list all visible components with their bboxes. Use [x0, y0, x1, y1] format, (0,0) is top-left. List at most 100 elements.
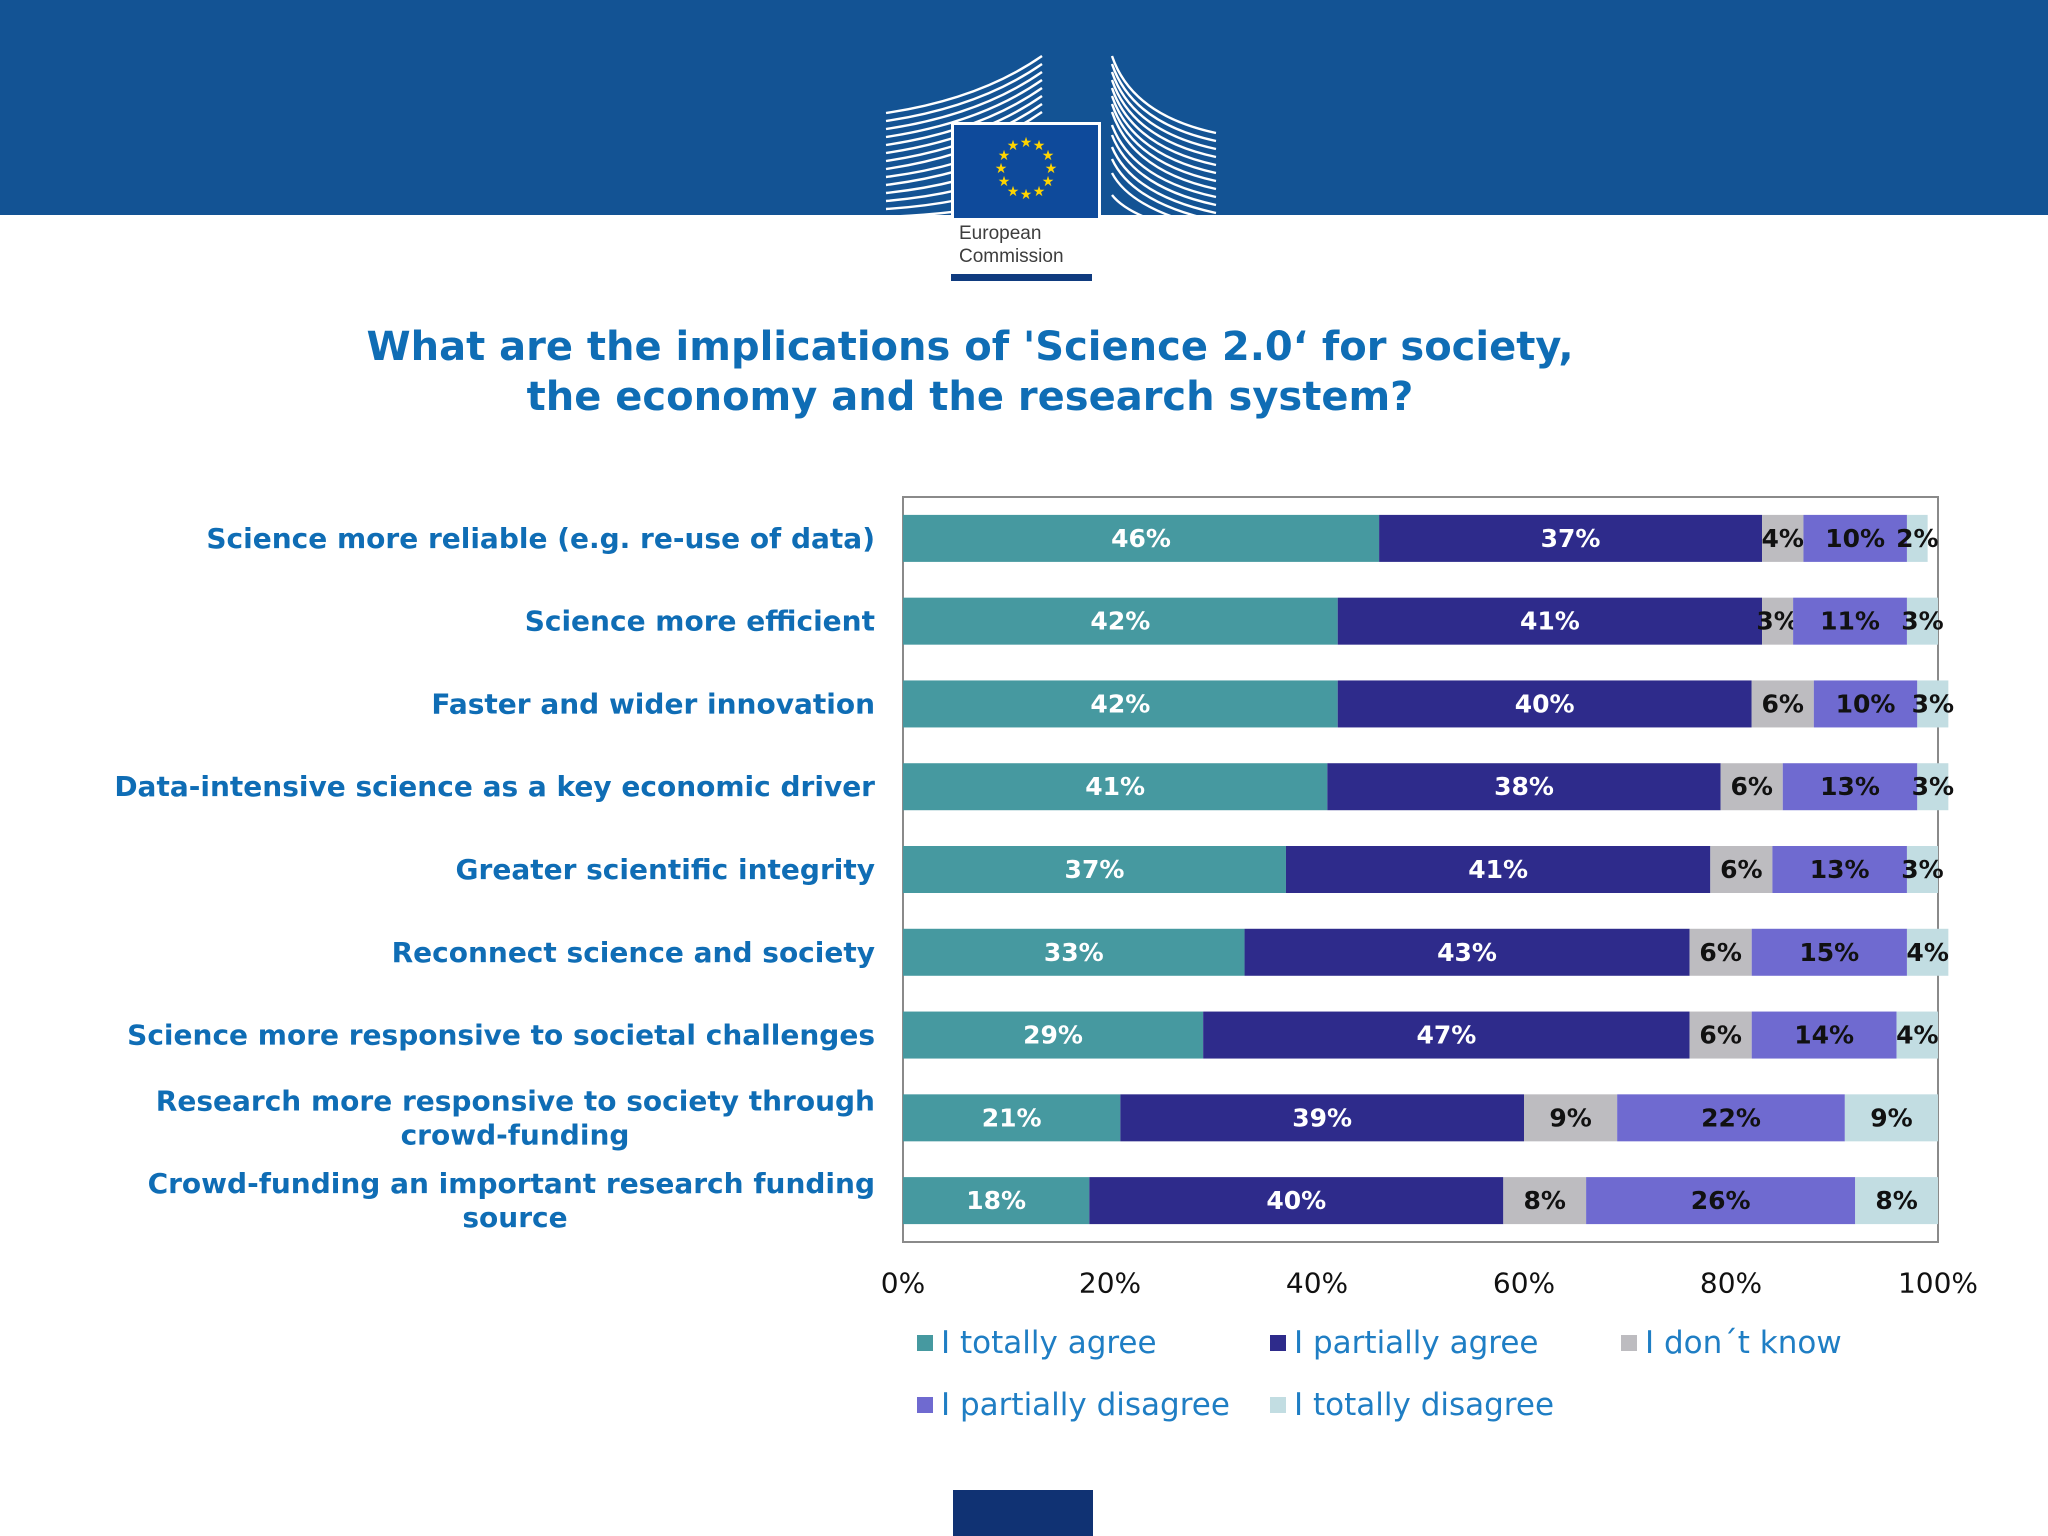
category-label: source	[462, 1201, 567, 1234]
bar-segment	[1906, 514, 1928, 562]
bar-segment	[1751, 928, 1907, 976]
category-label: Science more responsive to societal chal…	[127, 1019, 875, 1052]
bar-segment	[1896, 1011, 1938, 1059]
bar-segment	[1203, 1011, 1690, 1059]
bar-segment	[1720, 763, 1783, 811]
svg-text:★: ★	[1045, 161, 1058, 177]
data-label: 3%	[1901, 607, 1943, 636]
data-label: 9%	[1870, 1103, 1912, 1132]
bar-segment	[1285, 846, 1711, 893]
data-label: 18%	[966, 1186, 1026, 1215]
data-label: 6%	[1699, 938, 1741, 967]
svg-text:★: ★	[1007, 184, 1020, 200]
bar-segment	[1917, 763, 1949, 811]
data-label: 41%	[1468, 855, 1528, 884]
legend-item: I totally disagree	[1270, 1387, 1554, 1423]
data-label: 43%	[1437, 938, 1497, 967]
svg-text:★: ★	[998, 148, 1011, 164]
svg-text:★: ★	[1042, 148, 1055, 164]
legend-item: I totally agree	[917, 1325, 1157, 1361]
svg-text:★: ★	[1042, 174, 1055, 190]
logo-underline	[951, 274, 1092, 281]
logo-wordmark: European Commission	[959, 222, 1064, 268]
legend-item: I partially disagree	[917, 1387, 1230, 1423]
data-label: 22%	[1701, 1103, 1761, 1132]
legend-item: I partially agree	[1270, 1325, 1539, 1361]
category-label: Crowd-funding an important research fund…	[148, 1167, 875, 1200]
data-label: 33%	[1044, 938, 1104, 967]
legend-swatch	[1621, 1335, 1637, 1351]
data-label: 4%	[1906, 938, 1948, 967]
data-label: 6%	[1720, 855, 1762, 884]
legend-label: I don´t know	[1645, 1325, 1842, 1361]
category-label: Research more responsive to society thro…	[156, 1084, 875, 1117]
data-label: 4%	[1896, 1021, 1938, 1050]
data-label: 4%	[1762, 524, 1804, 553]
bar-segment	[1782, 763, 1918, 811]
bar-segment	[1089, 1177, 1504, 1225]
european-commission-logo: ★ ★★ ★★★ ★★★ ★★★	[885, 55, 1217, 287]
legend-item: I don´t know	[1621, 1325, 1842, 1361]
legend-label: I partially agree	[1294, 1325, 1539, 1361]
data-label: 29%	[1023, 1021, 1083, 1050]
legend-swatch	[1270, 1397, 1286, 1413]
data-label: 2%	[1896, 524, 1938, 553]
legend-swatch	[917, 1335, 933, 1351]
data-label: 42%	[1090, 607, 1150, 636]
bar-segment	[903, 846, 1286, 893]
category-label: Science more reliable (e.g. re-use of da…	[206, 522, 875, 555]
x-tick-label: 80%	[1700, 1267, 1762, 1300]
category-label: crowd-funding	[401, 1118, 630, 1151]
x-tick-label: 20%	[1079, 1267, 1141, 1300]
bar-segment	[903, 680, 1338, 728]
svg-text:★: ★	[1033, 138, 1046, 154]
data-label: 3%	[1912, 772, 1954, 801]
bar-segment	[1793, 597, 1907, 645]
bar-segment	[1762, 514, 1804, 562]
bar-segment	[1813, 680, 1918, 728]
legend-label: I totally agree	[941, 1325, 1157, 1361]
svg-text:★: ★	[1007, 138, 1020, 154]
bar-segment	[1524, 1094, 1618, 1142]
logo-text-line2: Commission	[959, 246, 1064, 267]
data-label: 46%	[1111, 524, 1171, 553]
bar-segment	[1803, 514, 1907, 562]
bar-segment	[903, 763, 1328, 811]
data-label: 8%	[1875, 1186, 1917, 1215]
data-label: 14%	[1794, 1021, 1854, 1050]
data-label: 21%	[982, 1103, 1042, 1132]
data-label: 9%	[1549, 1103, 1591, 1132]
data-label: 13%	[1820, 772, 1880, 801]
data-label: 6%	[1730, 772, 1772, 801]
category-label: Reconnect science and society	[392, 936, 875, 969]
data-label: 15%	[1799, 938, 1859, 967]
bar-segment	[903, 597, 1338, 645]
bar-segment	[903, 1011, 1204, 1059]
data-label: 11%	[1820, 607, 1880, 636]
legend-swatch	[917, 1397, 933, 1413]
data-label: 38%	[1494, 772, 1554, 801]
bar-segment	[1772, 846, 1907, 893]
data-label: 3%	[1912, 689, 1954, 718]
bar-segment	[903, 1094, 1121, 1142]
bar-segment	[1689, 1011, 1752, 1059]
title-line1: What are the implications of 'Science 2.…	[366, 324, 1574, 370]
data-label: 41%	[1085, 772, 1145, 801]
bar-segment	[1379, 514, 1763, 562]
data-label: 10%	[1825, 524, 1885, 553]
x-tick-label: 100%	[1898, 1267, 1978, 1300]
x-tick-label: 40%	[1286, 1267, 1348, 1300]
bar-segment	[903, 514, 1380, 562]
data-label: 37%	[1541, 524, 1601, 553]
page-title: What are the implications of 'Science 2.…	[260, 322, 1680, 422]
stacked-bar-chart: Science more reliable (e.g. re-use of da…	[114, 496, 1978, 1300]
bar-segment	[1586, 1177, 1856, 1225]
bar-segment	[1844, 1094, 1938, 1142]
data-label: 40%	[1266, 1186, 1326, 1215]
data-label: 39%	[1292, 1103, 1352, 1132]
data-label: 10%	[1836, 689, 1896, 718]
bar-segment	[1503, 1177, 1587, 1225]
data-label: 41%	[1520, 607, 1580, 636]
bar-segment	[903, 928, 1245, 976]
bar-segment	[1120, 1094, 1524, 1142]
